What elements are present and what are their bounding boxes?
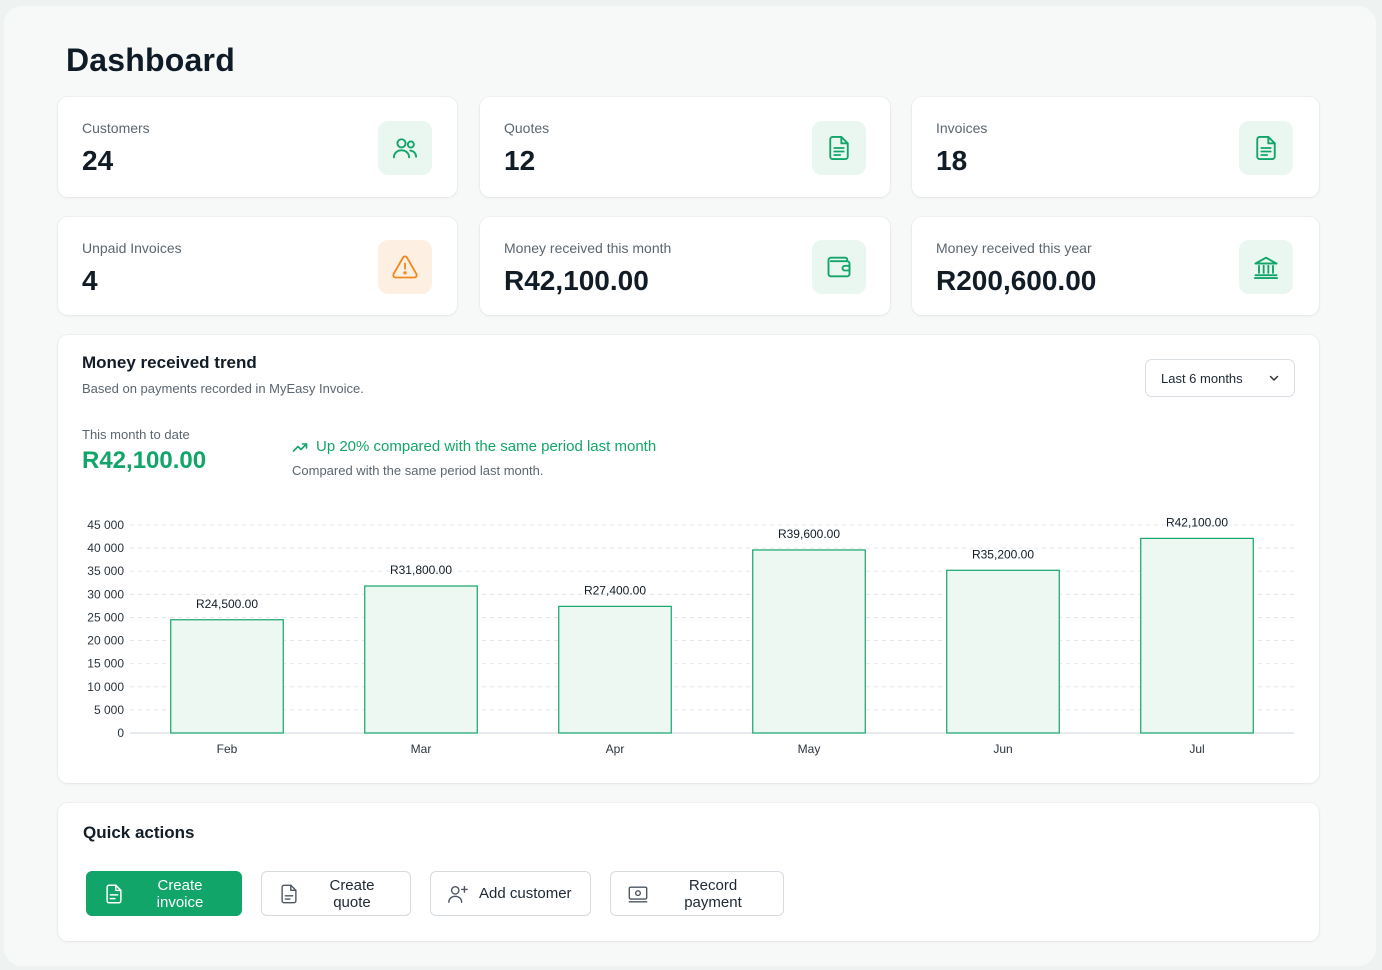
x-tick-label: Jul	[1189, 742, 1204, 756]
create-invoice-button[interactable]: Create invoice	[86, 871, 242, 916]
y-tick-label: 35 000	[87, 564, 124, 578]
y-tick-label: 10 000	[87, 680, 124, 694]
y-tick-label: 20 000	[87, 634, 124, 648]
stat-card-money-year[interactable]: Money received this year R200,600.00	[912, 217, 1319, 315]
y-tick-label: 45 000	[87, 518, 124, 532]
bar-chart: 0 5 000 10 000 15 000 20 000 25 000 30 000 35 0…	[87, 515, 1294, 756]
quick-actions-title: Quick actions	[83, 823, 195, 842]
x-tick-label: Feb	[217, 742, 238, 756]
trending-up-icon	[292, 442, 308, 452]
mtd-label: This month to date	[82, 427, 190, 442]
page-title: Dashboard	[66, 42, 235, 78]
bar-data-label: R42,100.00	[1166, 515, 1228, 529]
stat-value: 4	[82, 265, 98, 296]
record-payment-button[interactable]: Record payment	[610, 871, 784, 916]
bar	[558, 605, 672, 734]
bar-data-label: R31,800.00	[390, 563, 452, 577]
trend-change-text: Up 20% compared with the same period las…	[316, 438, 657, 455]
range-dropdown-value: Last 6 months	[1161, 370, 1243, 386]
stat-card-quotes[interactable]: Quotes 12	[480, 97, 890, 197]
stat-value: R42,100.00	[504, 265, 649, 296]
y-tick-label: 40 000	[87, 541, 124, 555]
add-user-icon	[448, 885, 468, 903]
x-tick-label: Jun	[993, 742, 1012, 756]
y-tick-label: 15 000	[87, 657, 124, 671]
stat-value: 18	[936, 145, 968, 176]
document-icon	[1239, 121, 1293, 175]
add-customer-button[interactable]: Add customer	[430, 871, 591, 916]
x-tick-label: Mar	[411, 742, 432, 756]
dashboard-page: Dashboard Customers 24 Quotes 12 Invoice…	[4, 6, 1376, 966]
bar	[752, 549, 866, 734]
stat-card-invoices[interactable]: Invoices 18	[912, 97, 1319, 197]
chevron-down-icon	[1269, 375, 1279, 381]
stat-card-money-month[interactable]: Money received this month R42,100.00	[480, 217, 890, 315]
trend-card: Money received trend Based on payments r…	[58, 335, 1319, 783]
bar-data-label: R39,600.00	[778, 527, 840, 541]
range-dropdown[interactable]: Last 6 months	[1145, 359, 1295, 397]
x-tick-label: Apr	[606, 742, 625, 756]
stat-value: 24	[82, 145, 114, 176]
stat-label: Invoices	[936, 120, 988, 136]
stat-value: R200,600.00	[936, 265, 1097, 296]
stat-label: Unpaid Invoices	[82, 240, 182, 256]
y-tick-label: 30 000	[87, 587, 124, 601]
button-label: Add customer	[479, 885, 572, 902]
y-tick-label: 25 000	[87, 610, 124, 624]
wallet-icon	[812, 240, 866, 294]
trend-change-sub: Compared with the same period last month…	[292, 463, 544, 478]
x-tick-label: May	[798, 742, 821, 756]
button-label: Record payment	[684, 876, 742, 911]
invoice-icon	[106, 884, 122, 903]
document-icon	[812, 121, 866, 175]
button-label: Create quote	[329, 876, 375, 911]
stat-value: 12	[504, 145, 536, 176]
bar	[946, 569, 1060, 734]
button-label: Create invoice	[156, 876, 204, 911]
stat-card-unpaid-invoices[interactable]: Unpaid Invoices 4	[58, 217, 457, 315]
bar	[364, 585, 478, 734]
stat-card-customers[interactable]: Customers 24	[58, 97, 457, 197]
y-tick-label: 5 000	[94, 703, 124, 717]
document-icon	[281, 884, 297, 903]
y-tick-label: 0	[117, 726, 124, 740]
trend-change: Up 20% compared with the same period las…	[292, 438, 656, 455]
users-icon	[378, 121, 432, 175]
chart-title: Money received trend	[82, 353, 257, 372]
payment-icon	[628, 885, 648, 902]
bar-data-label: R27,400.00	[584, 583, 646, 597]
bar	[1140, 537, 1254, 734]
bank-icon	[1239, 240, 1293, 294]
stat-label: Money received this year	[936, 240, 1092, 256]
mtd-value: R42,100.00	[82, 447, 207, 474]
bar-data-label: R24,500.00	[196, 597, 258, 611]
warning-icon	[378, 240, 432, 294]
stat-label: Money received this month	[504, 240, 672, 256]
bar-data-label: R35,200.00	[972, 547, 1034, 561]
stat-label: Customers	[82, 120, 150, 136]
chart-subtitle: Based on payments recorded in MyEasy Inv…	[82, 381, 364, 396]
bar	[170, 619, 284, 734]
create-quote-button[interactable]: Create quote	[261, 871, 411, 916]
quick-actions-card: Quick actions Create invoice Create quot…	[58, 803, 1319, 941]
stat-label: Quotes	[504, 120, 550, 136]
